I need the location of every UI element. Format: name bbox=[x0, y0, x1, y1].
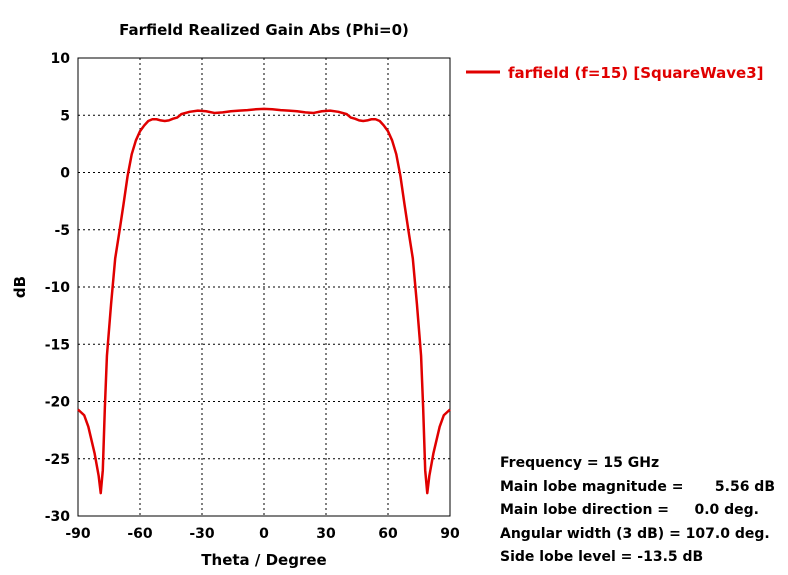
info-angular-width: Angular width (3 dB) = 107.0 deg. bbox=[500, 526, 770, 542]
info-magnitude-value: 5.56 dB bbox=[715, 479, 775, 495]
x-tick-label: 60 bbox=[378, 526, 398, 542]
y-tick-label: -25 bbox=[45, 452, 70, 468]
y-tick-label: 0 bbox=[60, 166, 70, 182]
y-tick-label: -15 bbox=[45, 337, 70, 353]
y-tick-label: 5 bbox=[60, 108, 70, 124]
x-tick-label: 0 bbox=[259, 526, 269, 542]
y-axis-label: dB bbox=[11, 276, 29, 298]
x-tick-label: 30 bbox=[316, 526, 336, 542]
y-tick-label: -5 bbox=[54, 223, 70, 239]
info-magnitude-label: Main lobe magnitude = bbox=[500, 479, 683, 495]
info-panel: Frequency = 15 GHz Main lobe magnitude =… bbox=[500, 455, 775, 565]
x-tick-labels: -90 -60 -30 0 30 60 90 bbox=[65, 526, 460, 542]
legend-label: farfield (f=15) [SquareWave3] bbox=[508, 64, 763, 82]
y-tick-label: -10 bbox=[45, 280, 71, 296]
y-tick-labels: 10 5 0 -5 -10 -15 -20 -25 -30 bbox=[45, 51, 71, 525]
info-frequency: Frequency = 15 GHz bbox=[500, 455, 659, 471]
legend: farfield (f=15) [SquareWave3] bbox=[466, 64, 763, 82]
y-tick-label: -30 bbox=[45, 509, 71, 525]
plot-frame bbox=[77, 57, 451, 517]
x-tick-label: -90 bbox=[65, 526, 91, 542]
x-tick-label: -60 bbox=[127, 526, 153, 542]
grid-lines bbox=[78, 58, 450, 516]
info-direction-value: 0.0 deg. bbox=[694, 502, 759, 518]
info-side-lobe: Side lobe level = -13.5 dB bbox=[500, 549, 703, 565]
x-tick-label: -30 bbox=[189, 526, 215, 542]
series-line-farfield bbox=[77, 107, 451, 495]
chart-title: Farfield Realized Gain Abs (Phi=0) bbox=[119, 21, 409, 39]
y-tick-label: -20 bbox=[45, 395, 71, 411]
x-axis-label: Theta / Degree bbox=[201, 551, 326, 569]
x-tick-label: 90 bbox=[440, 526, 460, 542]
info-direction-label: Main lobe direction = bbox=[500, 502, 669, 518]
y-tick-label: 10 bbox=[51, 51, 71, 67]
